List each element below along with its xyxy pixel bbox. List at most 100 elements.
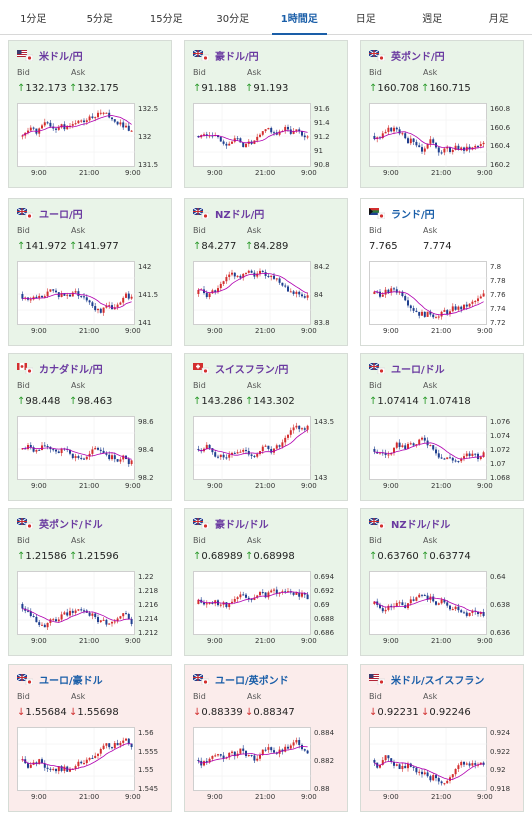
pair-name[interactable]: ユーロ/円 <box>39 210 83 221</box>
ask-price: 0.68998 <box>253 551 295 562</box>
rate-card[interactable]: 豪ドル/円 Bid Ask ↑91.188 ↑91.193 91.6 91.4 91… <box>184 40 348 188</box>
tab-1[interactable]: 5分足 <box>86 13 113 25</box>
tab-2[interactable]: 15分足 <box>149 13 183 25</box>
candlestick-chart[interactable]: 1.22 1.218 1.216 1.214 1.212 9:00 21:00 9:00 <box>17 571 163 649</box>
pair-title[interactable]: ユーロ/英ポンド <box>192 672 289 687</box>
rate-card[interactable]: NZドル/ドル Bid Ask ↑0.63760 ↑0.63774 0.64 0.… <box>360 508 524 656</box>
rate-card[interactable]: 米ドル/円 Bid Ask ↑132.173 ↑132.175 132.5 132… <box>8 40 172 188</box>
candlestick-chart[interactable]: 1.56 1.555 1.55 1.545 9:00 21:00 9:00 <box>17 727 163 805</box>
pair-name[interactable]: NZドル/円 <box>215 210 265 221</box>
chart-plot-area[interactable] <box>369 261 488 326</box>
pair-title[interactable]: スイスフラン/円 <box>193 361 288 376</box>
rate-card[interactable]: NZドル/円 Bid Ask ↑84.277 ↑84.289 84.2 84 83.… <box>184 198 348 346</box>
pair-name[interactable]: ユーロ/豪ドル <box>39 676 103 687</box>
chart-plot-area[interactable] <box>17 103 136 168</box>
arrow-up-icon: ↑ <box>245 241 254 252</box>
candlestick-chart[interactable]: 7.8 7.78 7.76 7.74 7.72 9:00 21:00 9:00 <box>369 261 515 339</box>
pair-name[interactable]: ランド/円 <box>391 210 435 221</box>
pair-title[interactable]: 米ドル/スイスフラン <box>369 672 484 687</box>
ask-value: ↑1.21596 <box>69 551 119 562</box>
pair-name[interactable]: 豪ドル/ドル <box>215 520 269 531</box>
rate-card[interactable]: 米ドル/スイスフラン Bid Ask ↓0.92231 ↓0.92246 0.9… <box>360 664 524 812</box>
pair-title[interactable]: ユーロ/ドル <box>368 361 445 376</box>
rate-card[interactable]: ユーロ/豪ドル Bid Ask ↓1.55684 ↓1.55698 1.56 1.… <box>8 664 172 812</box>
pair-title[interactable]: 英ポンド/ドル <box>16 516 103 531</box>
candlestick-chart[interactable]: 91.6 91.4 91.2 91 90.8 9:00 21:00 9:00 <box>193 103 339 181</box>
y-tick-label: 0.924 <box>490 729 511 737</box>
pair-name[interactable]: ユーロ/英ポンド <box>215 676 289 687</box>
pair-title[interactable]: カナダドル/円 <box>17 361 103 376</box>
pair-title[interactable]: 豪ドル/円 <box>192 48 259 63</box>
ask-label: Ask <box>423 536 438 545</box>
pair-name[interactable]: ユーロ/ドル <box>391 365 445 376</box>
chart-plot-area[interactable] <box>193 261 312 326</box>
pair-name[interactable]: カナダドル/円 <box>39 365 103 376</box>
chart-plot-area[interactable] <box>17 571 136 636</box>
pair-title[interactable]: 米ドル/円 <box>17 48 83 63</box>
tab-6[interactable]: 週足 <box>422 13 443 25</box>
tab-5[interactable]: 日足 <box>355 13 376 25</box>
pair-name[interactable]: 米ドル/スイスフラン <box>391 676 485 687</box>
pair-title[interactable]: ユーロ/豪ドル <box>16 672 103 687</box>
candlestick-chart[interactable]: 143.5 143 9:00 21:00 9:00 <box>193 416 339 494</box>
chart-plot-area[interactable] <box>369 103 488 168</box>
pair-name[interactable]: 英ポンド/円 <box>391 52 445 63</box>
rate-card[interactable]: ユーロ/ドル Bid Ask ↑1.07414 ↑1.07418 1.076 1.… <box>360 353 524 501</box>
x-tick-label: 21:00 <box>255 482 276 490</box>
pair-title[interactable]: 豪ドル/ドル <box>192 516 269 531</box>
pair-title[interactable]: 英ポンド/円 <box>368 48 445 63</box>
candlestick-chart[interactable]: 0.884 0.882 0.88 9:00 21:00 9:00 <box>193 727 339 805</box>
arrow-down-icon: ↓ <box>17 707 26 718</box>
candlestick-chart[interactable]: 1.076 1.074 1.072 1.07 1.068 9:00 21:00 9:00 <box>369 416 515 494</box>
ask-price: 0.63774 <box>429 551 471 562</box>
pair-title[interactable]: ランド/円 <box>369 206 435 221</box>
candlestick-chart[interactable]: 132.5 132 131.5 9:00 21:00 9:00 <box>17 103 163 181</box>
pair-title[interactable]: ユーロ/円 <box>16 206 83 221</box>
pair-name[interactable]: 豪ドル/円 <box>215 52 259 63</box>
rate-card[interactable]: 英ポンド/円 Bid Ask ↑160.708 ↑160.715 160.8 16… <box>360 40 524 188</box>
chart-plot-area[interactable] <box>193 727 312 792</box>
x-tick-label: 9:00 <box>477 482 493 490</box>
y-tick-label: 0.92 <box>490 766 506 775</box>
candlestick-chart[interactable]: 0.924 0.922 0.92 0.918 9:00 21:00 9:00 <box>369 727 515 805</box>
chart-plot-area[interactable] <box>193 571 312 636</box>
rate-card[interactable]: ユーロ/英ポンド Bid Ask ↓0.88339 ↓0.88347 0.884… <box>184 664 348 812</box>
rate-card[interactable]: 豪ドル/ドル Bid Ask ↑0.68989 ↑0.68998 0.694 0.… <box>184 508 348 656</box>
pair-name[interactable]: スイスフラン/円 <box>215 365 289 376</box>
ask-label: Ask <box>247 226 262 235</box>
rate-card[interactable]: 英ポンド/ドル Bid Ask ↑1.21586 ↑1.21596 1.22 1.… <box>8 508 172 656</box>
tab-7[interactable]: 月足 <box>488 13 509 25</box>
pair-name[interactable]: 英ポンド/ドル <box>39 520 103 531</box>
pair-title[interactable]: NZドル/円 <box>192 206 265 221</box>
x-tick-label: 9:00 <box>31 482 47 490</box>
chart-plot-area[interactable] <box>17 416 136 481</box>
rate-card[interactable]: ランド/円 Bid Ask 7.765 7.774 7.8 7.78 7.76 7.7… <box>360 198 524 346</box>
candlestick-chart[interactable]: 98.6 98.4 98.2 9:00 21:00 9:00 <box>17 416 163 494</box>
arrow-up-icon: ↑ <box>69 241 78 252</box>
tab-4[interactable]: 1時間足 <box>266 0 333 35</box>
chart-plot-area[interactable] <box>369 571 488 636</box>
y-tick-label: 160.6 <box>490 123 511 132</box>
chart-plot-area[interactable] <box>369 416 488 481</box>
tab-0[interactable]: 1分足 <box>20 13 47 25</box>
chart-plot-area[interactable] <box>369 727 488 792</box>
candlestick-chart[interactable]: 0.64 0.638 0.636 9:00 21:00 9:00 <box>369 571 515 649</box>
pair-name[interactable]: 米ドル/円 <box>39 52 83 63</box>
candlestick-chart[interactable]: 160.8 160.6 160.4 160.2 9:00 21:00 9:00 <box>369 103 515 181</box>
chart-plot-area[interactable] <box>193 103 312 168</box>
tab-3[interactable]: 30分足 <box>216 13 250 25</box>
candlestick-chart[interactable]: 84.2 84 83.8 9:00 21:00 9:00 <box>193 261 339 339</box>
y-tick-label: 0.882 <box>314 757 335 765</box>
candlestick-chart[interactable]: 0.694 0.692 0.69 0.688 0.686 9:00 21:00 9:00 <box>193 571 339 649</box>
rate-card[interactable]: スイスフラン/円 Bid Ask ↑143.286 ↑143.302 143.5… <box>184 353 348 501</box>
pair-name[interactable]: NZドル/ドル <box>391 520 451 531</box>
chart-plot-area[interactable] <box>17 261 136 326</box>
arrow-down-icon: ↓ <box>193 707 202 718</box>
rate-card[interactable]: ユーロ/円 Bid Ask ↑141.972 ↑141.977 142 141.5… <box>8 198 172 346</box>
x-tick-label: 9:00 <box>207 482 223 490</box>
candlestick-chart[interactable]: 142 141.5 141 9:00 21:00 9:00 <box>17 261 163 339</box>
pair-title[interactable]: NZドル/ドル <box>368 516 451 531</box>
chart-plot-area[interactable] <box>193 416 312 481</box>
chart-plot-area[interactable] <box>17 727 136 792</box>
rate-card[interactable]: カナダドル/円 Bid Ask ↑98.448 ↑98.463 98.6 98.4… <box>8 353 172 501</box>
